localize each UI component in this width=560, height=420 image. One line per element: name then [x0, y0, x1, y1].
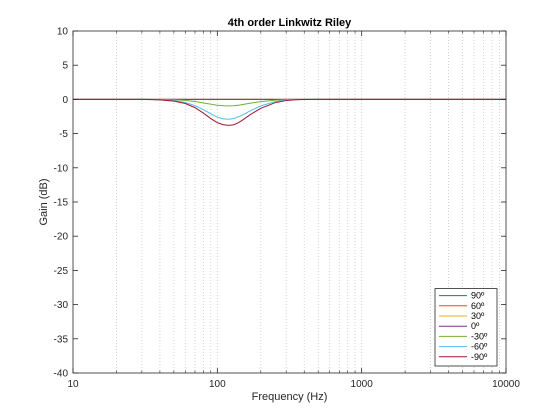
x-tick-label: 10000	[492, 379, 520, 390]
y-tick-label: -10	[54, 163, 69, 174]
ticks: 10 100 1000 10000 10 5 0 -5 -10 -15 -20 -25 -30 -35 -4…	[54, 27, 521, 391]
x-tick-label: 1000	[351, 379, 374, 390]
grid	[116, 31, 500, 373]
x-axis-label: Frequency (Hz)	[252, 391, 328, 403]
plot-area	[73, 31, 506, 373]
y-tick-label: -25	[54, 266, 69, 277]
x-tick-label: 10	[67, 379, 79, 390]
legend-entry: -60º	[471, 342, 488, 352]
y-tick-label: -5	[59, 129, 68, 140]
y-tick-label: -15	[54, 198, 69, 209]
legend-entry: -30º	[471, 331, 488, 341]
y-tick-label: -20	[54, 232, 69, 243]
series-group	[73, 98, 506, 126]
legend-entry: 30º	[471, 311, 485, 321]
legend-entry: 0º	[471, 321, 480, 331]
legend-box	[434, 288, 498, 367]
y-tick-label: 0	[62, 95, 68, 106]
y-tick-label: 5	[62, 61, 68, 72]
y-tick-label: -40	[54, 369, 69, 380]
x-tick-label: 100	[209, 379, 226, 390]
legend-entry: 60º	[471, 301, 485, 311]
legend-entry: 90º	[471, 291, 485, 301]
chart-title: 4th order Linkwitz Riley	[228, 17, 352, 29]
legend-entry: -90º	[471, 352, 488, 362]
y-tick-label: -30	[54, 300, 69, 311]
y-tick-label: -35	[54, 334, 69, 345]
y-tick-label: 10	[57, 27, 69, 38]
series-line	[73, 98, 506, 126]
y-axis-label: Gain (dB)	[38, 178, 50, 225]
